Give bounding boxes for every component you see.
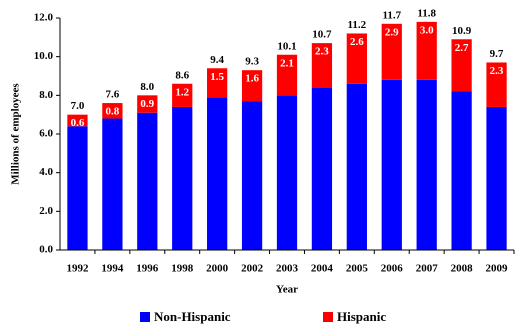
- bar-segment: [137, 112, 158, 250]
- total-label: 8.6: [175, 69, 189, 81]
- x-tick-label: 2009: [486, 263, 509, 275]
- bar-segment: [207, 97, 228, 251]
- total-label: 11.7: [382, 9, 401, 21]
- x-tick-label: 2004: [311, 263, 334, 275]
- bar-segment: [311, 87, 333, 250]
- x-tick-label: 2008: [451, 263, 474, 275]
- y-tick-label: 6.0: [39, 128, 53, 140]
- total-label: 7.0: [71, 100, 85, 112]
- x-tick-label: 2000: [206, 263, 229, 275]
- segment-label: 2.6: [350, 36, 364, 48]
- bar-segment: [67, 126, 88, 250]
- x-tick-label: 2003: [276, 263, 299, 275]
- segment-label: 1.5: [210, 71, 224, 83]
- x-axis-label: Year: [276, 284, 298, 296]
- bar-segment: [346, 83, 367, 250]
- legend-label: Non-Hispanic: [154, 309, 231, 324]
- legend-swatch: [323, 312, 333, 322]
- x-tick-label: 1996: [136, 263, 159, 275]
- segment-label: 2.1: [280, 57, 294, 69]
- segment-label: 0.6: [71, 117, 85, 129]
- bar-segment: [381, 79, 402, 250]
- bar-segment: [311, 43, 333, 88]
- segment-label: 2.3: [490, 65, 504, 77]
- bar-segment: [67, 114, 88, 127]
- total-label: 9.4: [210, 54, 224, 66]
- total-label: 9.7: [490, 48, 504, 60]
- bar-segment: [276, 95, 298, 250]
- bar-segment: [416, 79, 437, 250]
- x-tick-label: 1992: [66, 263, 89, 275]
- x-tick-label: 2006: [381, 263, 404, 275]
- y-tick-label: 8.0: [39, 89, 53, 101]
- y-tick-label: 2.0: [39, 205, 53, 217]
- bar-segment: [241, 101, 263, 250]
- total-label: 10.1: [277, 40, 296, 52]
- total-label: 10.7: [312, 29, 332, 41]
- bar-segment: [346, 33, 367, 84]
- segment-label: 2.9: [385, 26, 399, 38]
- x-tick-label: 2007: [416, 263, 439, 275]
- total-label: 8.0: [140, 81, 154, 93]
- bar-segment: [486, 62, 507, 107]
- x-tick-label: 2002: [241, 263, 264, 275]
- total-label: 7.6: [106, 89, 120, 101]
- segment-label: 0.9: [140, 98, 154, 110]
- x-tick-label: 2005: [346, 263, 369, 275]
- x-tick-label: 1994: [101, 263, 124, 275]
- bar-segment: [451, 39, 472, 92]
- bar-segment: [102, 118, 123, 251]
- bar-segment: [172, 83, 193, 107]
- total-label: 10.9: [452, 25, 472, 37]
- segment-label: 0.8: [106, 106, 120, 118]
- bar-segment: [137, 95, 158, 113]
- x-tick-label: 1998: [171, 263, 194, 275]
- y-tick-label: 10.0: [34, 50, 54, 62]
- bar-segment: [451, 91, 472, 250]
- bar-segment: [381, 23, 402, 80]
- total-label: 11.8: [417, 7, 436, 19]
- bar-segment: [276, 54, 298, 96]
- y-axis-label: Millions of employees: [10, 83, 22, 185]
- segment-label: 2.7: [455, 42, 469, 54]
- y-tick-label: 0.0: [39, 244, 53, 256]
- segment-label: 1.2: [175, 86, 189, 98]
- bar-segment: [416, 21, 437, 80]
- bar-segment: [486, 106, 507, 250]
- bar-segment: [102, 103, 123, 119]
- total-label: 9.3: [245, 56, 259, 68]
- segment-label: 2.3: [315, 46, 329, 58]
- legend-swatch: [140, 312, 150, 322]
- y-tick-label: 4.0: [39, 166, 53, 178]
- bar-segment: [241, 70, 263, 102]
- total-label: 11.2: [348, 19, 367, 31]
- legend-label: Hispanic: [337, 309, 386, 324]
- y-tick-label: 12.0: [34, 12, 54, 24]
- segment-label: 1.6: [245, 73, 259, 85]
- bar-segment: [207, 68, 228, 98]
- bar-segment: [172, 106, 193, 250]
- segment-label: 3.0: [420, 24, 434, 36]
